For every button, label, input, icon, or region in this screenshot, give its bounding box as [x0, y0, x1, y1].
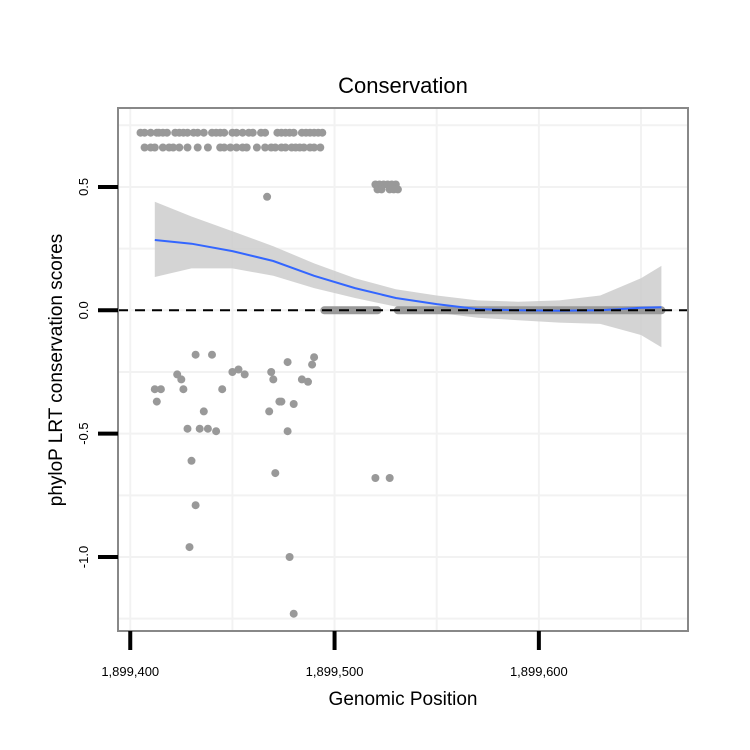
data-point — [140, 128, 149, 137]
data-point — [385, 474, 394, 482]
scatter-points — [136, 128, 402, 618]
data-point — [199, 407, 208, 416]
data-point — [277, 397, 286, 406]
grid — [118, 108, 688, 631]
data-point — [177, 375, 186, 384]
data-point — [208, 350, 216, 359]
data-point — [195, 424, 204, 433]
y-tick-label: 0.5 — [76, 178, 91, 196]
data-point — [261, 143, 270, 152]
data-point — [156, 385, 165, 394]
data-point — [265, 407, 274, 416]
data-point — [193, 143, 202, 152]
data-point — [393, 185, 402, 194]
data-point — [226, 143, 235, 152]
data-point — [152, 397, 161, 406]
data-point — [187, 456, 196, 465]
data-point — [289, 400, 298, 408]
data-point — [281, 143, 290, 152]
data-point — [203, 143, 212, 152]
data-point — [238, 128, 247, 137]
y-axis-title: phyloP LRT conservation scores — [46, 234, 67, 507]
data-point — [140, 143, 149, 152]
data-point — [371, 474, 380, 482]
data-point — [283, 358, 292, 367]
data-point — [150, 143, 159, 152]
data-point — [289, 609, 298, 618]
data-point — [146, 128, 155, 137]
data-point — [269, 375, 278, 384]
chart-title: Conservation — [338, 73, 468, 98]
data-point — [228, 368, 237, 376]
data-point — [220, 143, 229, 152]
data-point — [310, 143, 319, 152]
data-point — [289, 128, 298, 137]
data-point — [220, 128, 229, 137]
data-point — [310, 353, 319, 362]
y-tick-label: 0.0 — [76, 301, 91, 319]
data-point — [150, 385, 159, 394]
data-point — [203, 424, 212, 433]
data-point — [316, 143, 325, 152]
data-point — [285, 553, 294, 561]
data-point — [261, 128, 270, 137]
data-point — [193, 128, 202, 137]
data-point — [232, 143, 241, 152]
panel-border — [117, 107, 689, 632]
data-point — [308, 360, 317, 369]
smooth-line-layer — [154, 239, 662, 312]
data-point — [377, 185, 386, 194]
data-point — [199, 128, 208, 137]
x-tick-label: 1,899,500 — [306, 664, 364, 679]
data-point — [240, 370, 249, 379]
data-point — [179, 385, 188, 394]
confidence-band — [154, 201, 662, 348]
data-point — [234, 365, 243, 374]
data-point — [304, 377, 312, 386]
data-point — [183, 424, 192, 433]
data-point — [299, 143, 308, 152]
data-point — [183, 128, 192, 137]
data-point — [191, 350, 200, 359]
data-point — [248, 128, 257, 137]
data-point — [185, 543, 194, 552]
data-point — [175, 143, 184, 152]
data-point — [232, 128, 241, 137]
x-tick-label: 1,899,400 — [101, 664, 159, 679]
data-point — [252, 143, 261, 152]
smooth-line — [154, 239, 662, 312]
y-tick-label: -0.5 — [76, 422, 91, 444]
data-point — [271, 143, 280, 152]
confidence-band-layer — [154, 201, 662, 348]
y-axis: -1.0 -0.5 0.0 0.5 — [76, 178, 118, 568]
x-axis: 1,899,400 1,899,500 1,899,600 — [101, 631, 568, 679]
data-point — [183, 143, 192, 152]
data-point — [283, 427, 292, 436]
data-point — [263, 192, 272, 201]
data-point — [242, 143, 251, 152]
data-point — [267, 368, 276, 376]
data-point — [191, 501, 200, 510]
data-point — [212, 427, 221, 436]
y-tick-label: -1.0 — [76, 546, 91, 568]
data-point — [158, 143, 167, 152]
data-point — [297, 375, 306, 384]
data-point — [163, 128, 171, 137]
data-point — [218, 385, 227, 394]
data-point — [169, 143, 178, 152]
data-point — [318, 128, 327, 137]
data-point — [271, 469, 280, 478]
x-axis-title: Genomic Position — [329, 689, 478, 710]
x-tick-label: 1,899,600 — [510, 664, 568, 679]
